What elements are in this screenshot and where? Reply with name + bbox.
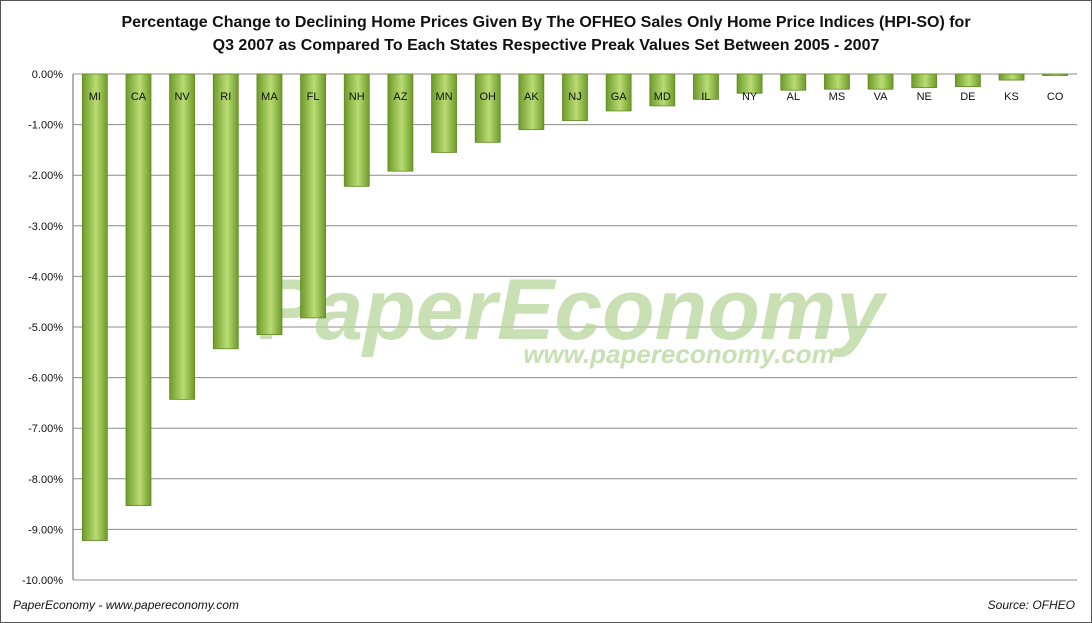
y-tick-label: 0.00%: [32, 69, 63, 81]
bar-co: [1042, 73, 1069, 76]
bar-ri: [212, 73, 239, 350]
y-tick-label: -2.00%: [28, 170, 63, 182]
category-label: MA: [261, 91, 278, 103]
bar-ak: [518, 73, 545, 131]
watermark-text: PaperEconomy: [258, 262, 888, 358]
y-tick-label: -1.00%: [28, 120, 63, 132]
bar-ms: [824, 73, 850, 90]
category-label: VA: [874, 91, 889, 103]
y-tick-label: -3.00%: [28, 221, 63, 233]
category-label: KS: [1004, 91, 1019, 103]
bar-az: [387, 73, 414, 172]
bar-ks: [998, 73, 1025, 81]
category-label: NY: [742, 91, 758, 103]
bar-nh: [343, 73, 370, 187]
category-label: IL: [701, 91, 710, 103]
y-tick-label: -9.00%: [28, 524, 63, 536]
bar-va: [867, 73, 894, 90]
y-tick-label: -10.00%: [22, 575, 63, 587]
bar-ny: [736, 73, 763, 94]
category-label: MS: [829, 91, 846, 103]
category-label: CO: [1047, 91, 1064, 103]
category-label: OH: [479, 91, 496, 103]
bar-al: [780, 73, 807, 91]
bar-il: [693, 73, 719, 100]
category-label: DE: [960, 91, 975, 103]
y-tick-label: -6.00%: [28, 373, 63, 385]
bar-ma: [256, 73, 283, 335]
category-label: MN: [435, 91, 452, 103]
y-tick-label: -4.00%: [28, 271, 63, 283]
chart-title: Percentage Change to Declining Home Pric…: [1, 11, 1091, 57]
category-label: FL: [307, 91, 320, 103]
y-tick-label: -8.00%: [28, 474, 63, 486]
bar-md: [649, 73, 676, 107]
footer-credit: PaperEconomy - www.papereconomy.com: [13, 598, 239, 612]
bar-nj: [562, 73, 588, 121]
category-label: MD: [654, 91, 671, 103]
bar-ne: [911, 73, 938, 89]
footer-source: Source: OFHEO: [987, 598, 1075, 612]
category-label: AK: [524, 91, 539, 103]
y-tick-label: -5.00%: [28, 322, 63, 334]
bar-de: [954, 73, 981, 88]
chart-title-line-1: Percentage Change to Declining Home Pric…: [121, 14, 971, 31]
bar-mi: [81, 73, 108, 541]
bar-nv: [169, 73, 196, 400]
category-label: NV: [174, 91, 190, 103]
category-label: AZ: [393, 91, 407, 103]
bar-ca: [125, 73, 152, 507]
category-label: CA: [131, 91, 147, 103]
bar-fl: [300, 73, 326, 319]
bar-ga: [605, 73, 632, 112]
bar-oh: [474, 73, 501, 143]
chart-title-line-2: Q3 2007 as Compared To Each States Respe…: [212, 37, 880, 54]
category-label: RI: [220, 91, 231, 103]
bar-mn: [431, 73, 457, 153]
category-label: NE: [917, 91, 932, 103]
category-label: NJ: [568, 91, 581, 103]
y-tick-label: -7.00%: [28, 423, 63, 435]
category-label: NH: [349, 91, 365, 103]
watermark-url: www.papereconomy.com: [523, 339, 835, 369]
category-label: GA: [611, 91, 628, 103]
category-label: MI: [89, 91, 101, 103]
category-label: AL: [787, 91, 800, 103]
